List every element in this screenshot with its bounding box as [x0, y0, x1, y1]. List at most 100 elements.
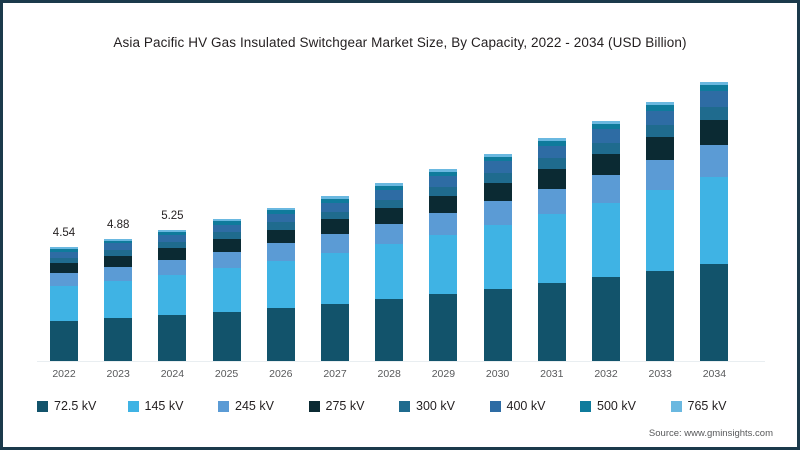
bar-segment-765-kv[interactable]: [646, 101, 675, 105]
bar-segment-245-kv[interactable]: [429, 212, 458, 235]
bar-segment-145-kv[interactable]: [158, 274, 187, 316]
bar-segment-275-kv[interactable]: [375, 208, 404, 224]
bar-segment-72-5-kv[interactable]: [483, 288, 512, 361]
bar-segment-275-kv[interactable]: [266, 229, 295, 244]
bar-segment-245-kv[interactable]: [537, 188, 566, 215]
bar-stack[interactable]: [266, 208, 295, 361]
bar-segment-300-kv[interactable]: [592, 142, 620, 154]
legend-item-275-kv[interactable]: 275 kV: [308, 396, 364, 416]
legend-item-145-kv[interactable]: 145 kV: [127, 396, 183, 416]
bar-segment-400-kv[interactable]: [592, 129, 620, 143]
bar-segment-300-kv[interactable]: [158, 241, 187, 249]
bar-segment-145-kv[interactable]: [375, 244, 404, 300]
bar-segment-400-kv[interactable]: [537, 146, 566, 159]
bar-segment-500-kv[interactable]: [483, 156, 512, 162]
bar-segment-245-kv[interactable]: [266, 243, 295, 261]
bar-segment-765-kv[interactable]: [158, 229, 187, 232]
bar-segment-300-kv[interactable]: [537, 158, 566, 169]
bar-segment-765-kv[interactable]: [592, 120, 620, 124]
bar-segment-500-kv[interactable]: [50, 249, 78, 252]
bar-segment-300-kv[interactable]: [429, 186, 458, 196]
bar-segment-300-kv[interactable]: [266, 222, 295, 230]
bar-segment-500-kv[interactable]: [375, 186, 404, 190]
bar-segment-275-kv[interactable]: [212, 239, 241, 252]
bar-segment-245-kv[interactable]: [158, 259, 187, 275]
bar-segment-145-kv[interactable]: [212, 267, 241, 312]
legend-item-765-kv[interactable]: 765 kV: [670, 396, 726, 416]
bar-segment-145-kv[interactable]: [483, 224, 512, 289]
bar-segment-400-kv[interactable]: [375, 190, 404, 200]
bar-segment-300-kv[interactable]: [375, 199, 404, 209]
bar-stack[interactable]: [483, 154, 512, 361]
bar-segment-500-kv[interactable]: [429, 171, 458, 177]
bar-segment-300-kv[interactable]: [104, 250, 133, 256]
bar-segment-275-kv[interactable]: [700, 120, 729, 145]
bar-segment-72-5-kv[interactable]: [375, 299, 404, 361]
bar-segment-72-5-kv[interactable]: [700, 263, 729, 361]
bar-segment-72-5-kv[interactable]: [321, 303, 349, 361]
bar-stack[interactable]: [429, 169, 458, 361]
bar-segment-400-kv[interactable]: [429, 176, 458, 187]
legend-item-300-kv[interactable]: 300 kV: [399, 396, 455, 416]
bar-segment-72-5-kv[interactable]: [537, 283, 566, 361]
legend-item-500-kv[interactable]: 500 kV: [580, 396, 636, 416]
bar-segment-400-kv[interactable]: [700, 91, 729, 107]
bar-segment-300-kv[interactable]: [212, 232, 241, 240]
bar-stack[interactable]: [158, 229, 187, 361]
bar-segment-275-kv[interactable]: [104, 255, 133, 267]
bar-segment-765-kv[interactable]: [483, 154, 512, 157]
bar-segment-72-5-kv[interactable]: [104, 318, 133, 361]
bar-segment-765-kv[interactable]: [537, 138, 566, 142]
bar-stack[interactable]: [104, 238, 133, 361]
bar-stack[interactable]: [592, 120, 620, 361]
bar-segment-765-kv[interactable]: [429, 169, 458, 172]
legend-item-400-kv[interactable]: 400 kV: [489, 396, 545, 416]
bar-segment-500-kv[interactable]: [321, 198, 349, 203]
bar-segment-72-5-kv[interactable]: [158, 315, 187, 361]
bar-segment-300-kv[interactable]: [321, 211, 349, 220]
bar-segment-245-kv[interactable]: [646, 160, 675, 191]
bar-segment-145-kv[interactable]: [104, 280, 133, 319]
bar-segment-300-kv[interactable]: [483, 172, 512, 183]
bar-segment-500-kv[interactable]: [592, 123, 620, 130]
bar-segment-72-5-kv[interactable]: [212, 311, 241, 361]
legend-item-245-kv[interactable]: 245 kV: [218, 396, 274, 416]
bar-stack[interactable]: [700, 81, 729, 361]
bar-segment-245-kv[interactable]: [592, 175, 620, 203]
bar-segment-245-kv[interactable]: [375, 223, 404, 245]
bar-stack[interactable]: [537, 138, 566, 361]
bar-segment-275-kv[interactable]: [158, 248, 187, 260]
bar-segment-145-kv[interactable]: [321, 252, 349, 304]
bar-segment-145-kv[interactable]: [266, 260, 295, 308]
bar-segment-275-kv[interactable]: [483, 182, 512, 201]
bar-stack[interactable]: [375, 183, 404, 361]
bar-segment-500-kv[interactable]: [212, 221, 241, 225]
bar-segment-145-kv[interactable]: [646, 190, 675, 271]
bar-segment-72-5-kv[interactable]: [646, 270, 675, 361]
bar-segment-300-kv[interactable]: [50, 258, 78, 264]
bar-segment-765-kv[interactable]: [321, 196, 349, 199]
bar-segment-400-kv[interactable]: [104, 243, 133, 251]
bar-segment-72-5-kv[interactable]: [266, 307, 295, 361]
legend-item-72-5-kv[interactable]: 72.5 kV: [37, 396, 96, 416]
bar-stack[interactable]: [212, 219, 241, 361]
bar-segment-400-kv[interactable]: [50, 251, 78, 259]
bar-segment-245-kv[interactable]: [212, 251, 241, 268]
bar-segment-400-kv[interactable]: [212, 224, 241, 233]
bar-segment-400-kv[interactable]: [321, 202, 349, 212]
bar-stack[interactable]: [321, 196, 349, 361]
bar-segment-400-kv[interactable]: [646, 110, 675, 126]
bar-segment-765-kv[interactable]: [266, 208, 295, 211]
bar-segment-275-kv[interactable]: [321, 219, 349, 234]
bar-segment-300-kv[interactable]: [646, 125, 675, 138]
bar-segment-245-kv[interactable]: [321, 233, 349, 253]
bar-stack[interactable]: [646, 101, 675, 361]
bar-segment-400-kv[interactable]: [158, 234, 187, 242]
bar-segment-765-kv[interactable]: [50, 247, 78, 250]
bar-segment-275-kv[interactable]: [537, 168, 566, 189]
bar-segment-275-kv[interactable]: [646, 137, 675, 161]
bar-segment-72-5-kv[interactable]: [592, 277, 620, 361]
bar-segment-275-kv[interactable]: [592, 153, 620, 176]
bar-segment-400-kv[interactable]: [266, 213, 295, 223]
bar-segment-765-kv[interactable]: [700, 81, 729, 85]
